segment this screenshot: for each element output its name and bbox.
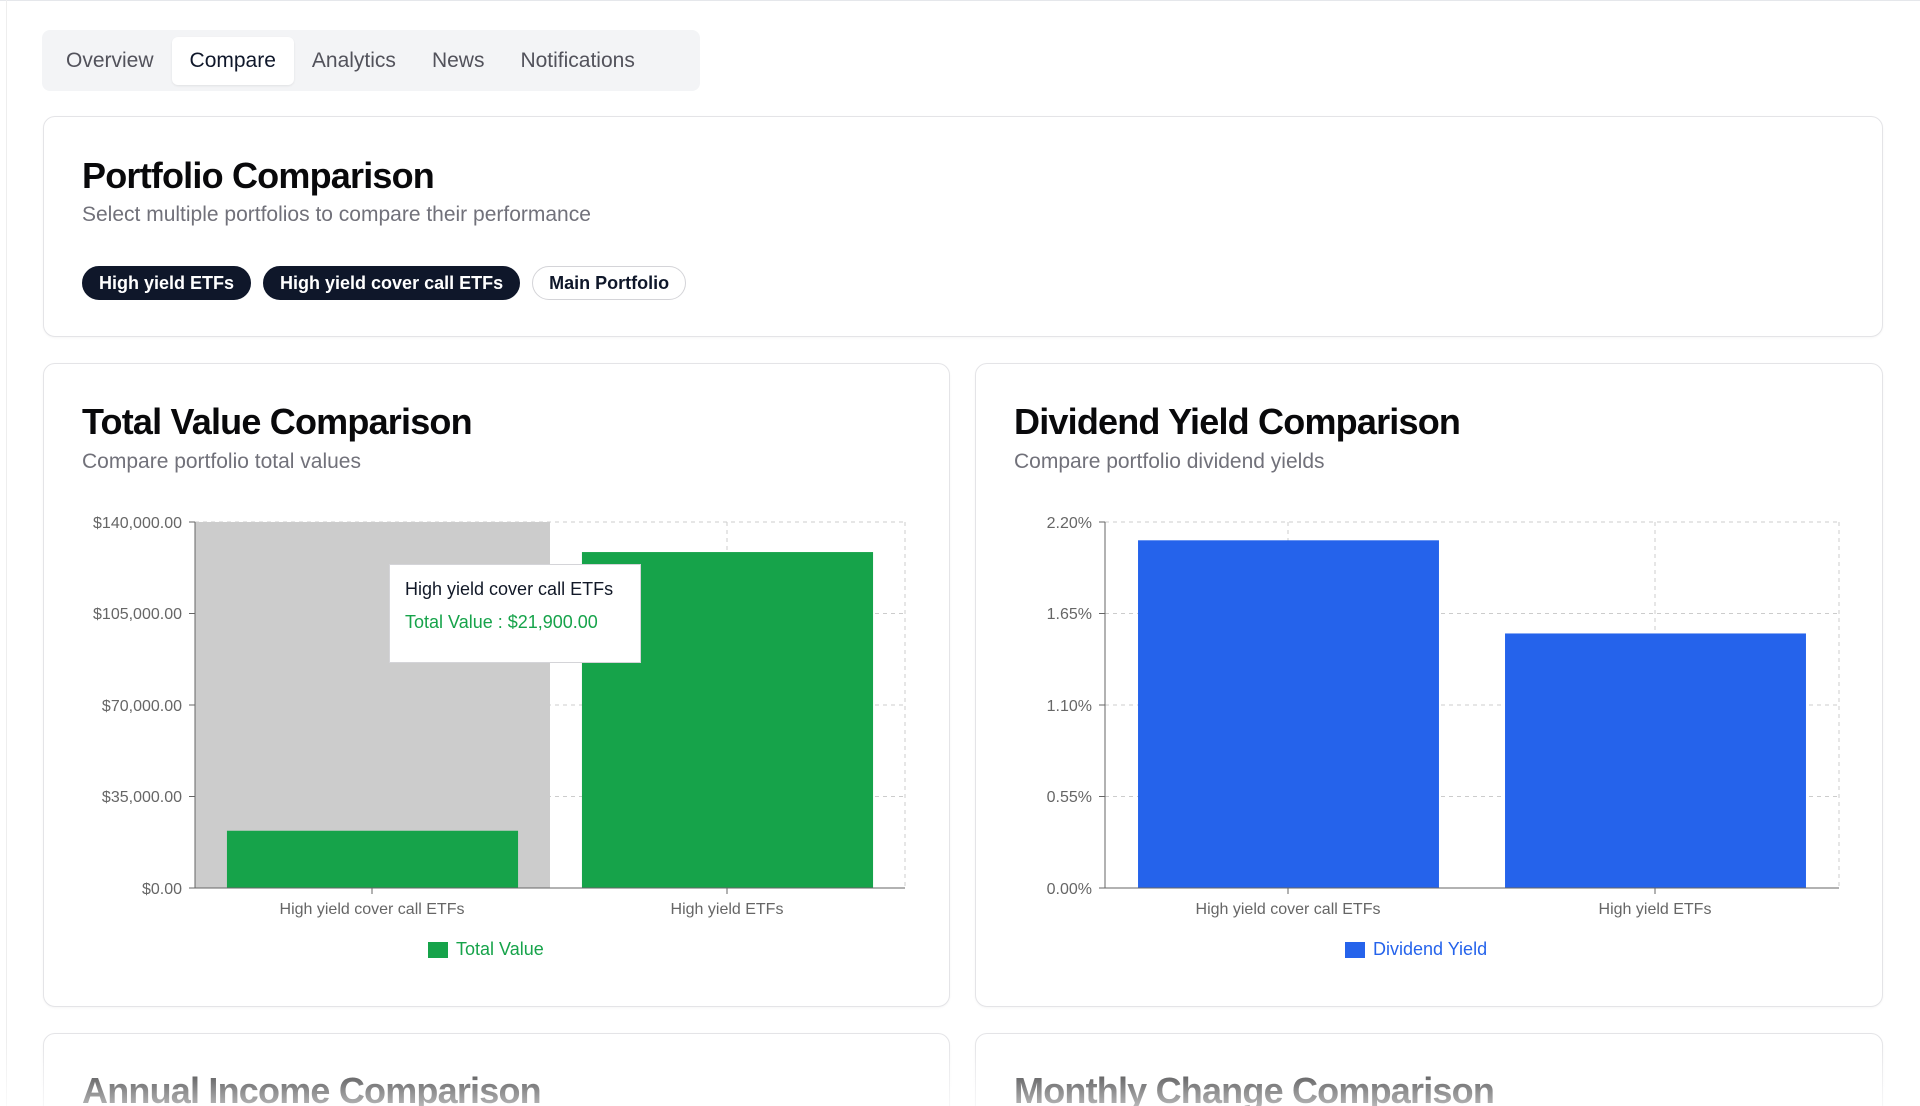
- card-title: Dividend Yield Comparison: [1014, 401, 1461, 442]
- tab-overview[interactable]: Overview: [66, 48, 154, 72]
- top-border: [0, 0, 1920, 1]
- chip-high-yield-cover-call-etfs[interactable]: High yield cover call ETFs: [263, 266, 521, 300]
- x-tick-label: High yield cover call ETFs: [1196, 901, 1381, 918]
- left-border: [6, 0, 7, 1106]
- y-tick-label: $70,000.00: [102, 698, 182, 715]
- x-tick-label: High yield cover call ETFs: [280, 901, 465, 918]
- card-title: Portfolio Comparison: [82, 155, 435, 196]
- tab-bar: Overview Compare Analytics News Notifica…: [42, 30, 700, 91]
- chart-tooltip: High yield cover call ETFs Total Value :…: [389, 564, 641, 663]
- bar-high-yield-cover-call-etfs[interactable]: [1138, 540, 1439, 888]
- y-tick-label: $35,000.00: [102, 789, 182, 806]
- tab-notifications[interactable]: Notifications: [520, 48, 635, 72]
- legend-swatch: [428, 941, 448, 958]
- y-tick-label: 1.65%: [1047, 606, 1092, 623]
- monthly-change-card: Monthly Change Comparison: [975, 1033, 1883, 1106]
- y-tick-label: 1.10%: [1047, 698, 1092, 715]
- y-tick-label: 0.00%: [1047, 881, 1092, 898]
- y-tick-label: $140,000.00: [93, 515, 182, 532]
- dividend-yield-card: Dividend Yield Comparison Compare portfo…: [975, 363, 1883, 1007]
- bar-high-yield-etfs[interactable]: [1505, 633, 1806, 888]
- tab-news[interactable]: News: [431, 48, 485, 72]
- portfolio-comparison-card: Portfolio Comparison Select multiple por…: [43, 116, 1883, 337]
- chart-legend[interactable]: Dividend Yield: [1345, 939, 1487, 960]
- y-tick-marks: [1099, 521, 1656, 894]
- y-tick-label: 2.20%: [1047, 515, 1092, 532]
- legend-label: Total Value: [456, 939, 544, 959]
- card-title: Total Value Comparison: [82, 401, 473, 442]
- y-tick-marks: [189, 521, 728, 894]
- card-subtitle: Compare portfolio dividend yields: [1014, 450, 1325, 473]
- bar-high-yield-cover-call-etfs[interactable]: [226, 830, 519, 888]
- legend-swatch: [1345, 941, 1365, 958]
- card-subtitle: Select multiple portfolios to compare th…: [82, 203, 591, 226]
- y-tick-label: $105,000.00: [93, 606, 182, 623]
- tab-analytics[interactable]: Analytics: [311, 48, 396, 72]
- chip-high-yield-etfs[interactable]: High yield ETFs: [82, 266, 252, 300]
- card-title: Monthly Change Comparison: [1014, 1070, 1495, 1106]
- tooltip-value: Total Value : $21,900.00: [405, 612, 598, 632]
- card-title: Annual Income Comparison: [82, 1070, 542, 1106]
- portfolio-chips: High yield ETFs High yield cover call ET…: [82, 266, 687, 300]
- dividend-yield-chart: 2.20% 1.65% 1.10% 0.55% 0.00% High yield…: [1047, 515, 1840, 918]
- tab-compare[interactable]: Compare: [171, 36, 294, 85]
- tooltip-title: High yield cover call ETFs: [405, 579, 614, 599]
- chart-legend[interactable]: Total Value: [428, 939, 544, 960]
- x-tick-label: High yield ETFs: [671, 901, 784, 918]
- total-value-chart: $140,000.00 $105,000.00 $70,000.00 $35,0…: [93, 515, 906, 918]
- total-value-card: Total Value Comparison Compare portfolio…: [43, 363, 950, 1007]
- y-tick-label: 0.55%: [1047, 789, 1092, 806]
- card-subtitle: Compare portfolio total values: [82, 450, 361, 473]
- y-tick-label: $0.00: [142, 881, 182, 898]
- chip-main-portfolio[interactable]: Main Portfolio: [532, 266, 687, 300]
- annual-income-card: Annual Income Comparison: [43, 1033, 950, 1106]
- x-tick-label: High yield ETFs: [1599, 901, 1712, 918]
- legend-label: Dividend Yield: [1373, 939, 1488, 959]
